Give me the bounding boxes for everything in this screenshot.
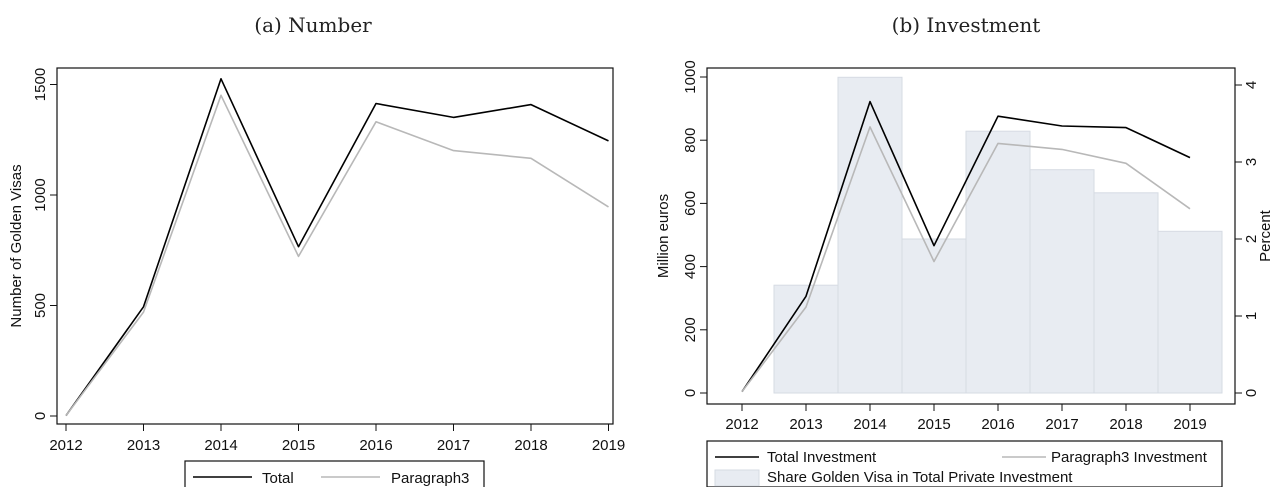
- y2-tick-label: 2: [1243, 235, 1260, 243]
- x-tick-label: 2014: [853, 416, 886, 433]
- series-line-paragraph3: [65, 94, 609, 417]
- y-tick-label: 200: [682, 317, 699, 342]
- chart-panel-number: (a) Number Number of Golden Visas 0 500 10…: [8, 13, 625, 487]
- x-tick-label: 2015: [282, 437, 315, 454]
- series-line-total: [65, 78, 609, 417]
- plot-frame-number: [56, 67, 614, 425]
- x-tick-label: 2018: [514, 437, 547, 454]
- y-tick-label: 1500: [32, 68, 49, 101]
- y-tick-label: 600: [682, 191, 699, 216]
- legend-label-paragraph3-investment: Paragraph3 Investment: [1051, 449, 1208, 466]
- legend-label-total: Total: [262, 470, 294, 487]
- y2-tick-label: 3: [1243, 158, 1260, 166]
- share-bar-2016: [965, 130, 1031, 394]
- legend-label-share: Share Golden Visa in Total Private Inves…: [767, 469, 1073, 486]
- share-bar-2014: [837, 76, 903, 394]
- legend-label-paragraph3: Paragraph3: [391, 470, 469, 487]
- legend-investment: Total Investment Paragraph3 Investment S…: [706, 440, 1223, 487]
- y-axis-label-number: Number of Golden Visas: [8, 164, 25, 327]
- legend-label-total-investment: Total Investment: [767, 449, 877, 466]
- share-bar-2017: [1029, 169, 1095, 394]
- chart-title-number: (a) Number: [254, 13, 372, 37]
- y2-tick-label: 4: [1243, 81, 1260, 89]
- y-tick-label: 0: [682, 389, 699, 397]
- legend-box-number: [184, 460, 485, 487]
- y-tick-label: 1000: [682, 60, 699, 93]
- x-tick-label: 2016: [981, 416, 1014, 433]
- x-tick-label: 2017: [1045, 416, 1078, 433]
- share-bar-2015: [901, 238, 967, 394]
- y-tick-label: 1000: [32, 178, 49, 211]
- chart-title-investment: (b) Investment: [892, 13, 1041, 37]
- x-tick-label: 2019: [592, 437, 625, 454]
- x-tick-label: 2012: [49, 437, 82, 454]
- series-line-total-investment: [741, 100, 1191, 393]
- legend-swatch-share: [714, 469, 760, 487]
- share-bar-2018: [1093, 192, 1159, 394]
- series-line-paragraph3-investment: [741, 126, 1191, 393]
- y-tick-label: 400: [682, 254, 699, 279]
- x-tick-label: 2013: [127, 437, 160, 454]
- y2-tick-label: 1: [1243, 312, 1260, 320]
- x-tick-label: 2018: [1109, 416, 1142, 433]
- y-tick-label: 500: [32, 293, 49, 318]
- x-tick-label: 2017: [437, 437, 470, 454]
- legend-number: Total Paragraph3: [184, 460, 485, 487]
- x-tick-label: 2019: [1173, 416, 1206, 433]
- y-tick-label: 800: [682, 128, 699, 153]
- y2-tick-label: 0: [1243, 389, 1260, 397]
- x-tick-label: 2016: [359, 437, 392, 454]
- y2-axis-label-percent: Percent: [1257, 209, 1273, 262]
- chart-panel-investment: (b) Investment Million euros Percent 020…: [655, 13, 1273, 487]
- y-tick-label: 0: [32, 412, 49, 420]
- plot-frame-investment: [706, 67, 1236, 405]
- legend-box-investment: [706, 440, 1223, 487]
- share-bar-2013: [773, 284, 839, 394]
- x-tick-label: 2014: [204, 437, 237, 454]
- x-tick-label: 2012: [725, 416, 758, 433]
- x-tick-label: 2013: [789, 416, 822, 433]
- share-bar-2019: [1157, 230, 1223, 394]
- x-tick-label: 2015: [917, 416, 950, 433]
- y-axis-label-investment: Million euros: [655, 194, 672, 278]
